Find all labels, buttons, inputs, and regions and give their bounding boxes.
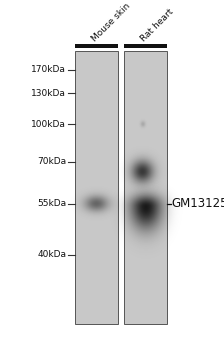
- Bar: [124, 51, 167, 324]
- Bar: [75, 44, 118, 48]
- Text: Mouse skin: Mouse skin: [90, 2, 132, 44]
- Text: 55kDa: 55kDa: [37, 199, 66, 208]
- Text: 70kDa: 70kDa: [37, 157, 66, 166]
- Bar: [75, 51, 118, 324]
- Text: Rat heart: Rat heart: [139, 7, 175, 44]
- Text: 170kDa: 170kDa: [31, 65, 66, 75]
- Text: 100kDa: 100kDa: [31, 120, 66, 129]
- Text: GM13125: GM13125: [172, 197, 224, 210]
- Text: 130kDa: 130kDa: [31, 89, 66, 98]
- Bar: [124, 44, 167, 48]
- Text: 40kDa: 40kDa: [37, 250, 66, 259]
